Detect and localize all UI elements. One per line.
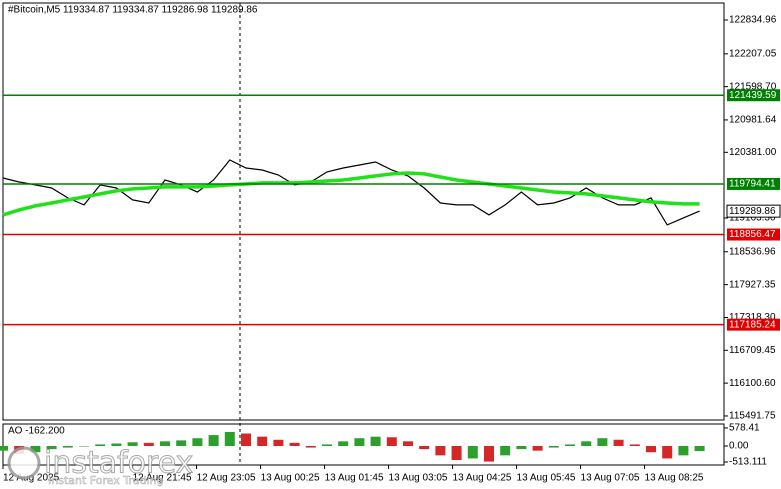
x-tick-label: 13 Aug 00:25	[261, 473, 320, 484]
level-box	[727, 89, 780, 102]
y-tick-label: 121598.70	[729, 81, 777, 92]
ao-bar	[289, 442, 300, 446]
ao-bar	[370, 436, 381, 446]
ao-bar	[354, 438, 365, 446]
main-frame	[2, 2, 725, 421]
ao-bar	[581, 441, 592, 446]
ao-bar	[62, 445, 73, 448]
ao-bar	[208, 435, 219, 446]
x-tick-label: 13 Aug 08:25	[645, 473, 704, 484]
x-tick-label: 13 Aug 04:25	[453, 473, 512, 484]
ao-bar	[79, 445, 89, 447]
ao-label: AO -162.200	[8, 426, 65, 437]
ao-bar	[257, 436, 268, 446]
ao-bar	[597, 438, 608, 446]
ao-bar	[273, 439, 284, 446]
last-price-label: 119289.86	[729, 206, 776, 217]
level-box	[727, 177, 780, 190]
y-tick-label: 117927.35	[729, 279, 776, 290]
ao-bar	[224, 431, 235, 446]
ao-frame	[2, 423, 725, 466]
ao-bar	[46, 445, 57, 450]
ao-bar	[500, 445, 511, 456]
ao-bar	[613, 439, 624, 446]
ao-bar	[694, 445, 705, 452]
ao-bar	[176, 440, 187, 446]
ao-bar	[192, 438, 203, 446]
ao-bar	[435, 445, 446, 456]
level-label: 121439.59	[729, 90, 777, 101]
moving-average	[2, 171, 700, 217]
ao-tick-label: -513.111	[729, 457, 767, 468]
y-tick-label: 120381.00	[729, 147, 777, 158]
ao-bar	[419, 445, 430, 450]
ao-bar	[403, 441, 413, 446]
ao-bar	[305, 445, 316, 448]
level-label: 117185.24	[729, 319, 776, 330]
ao-bar	[127, 442, 138, 446]
y-tick-label: 117318.30	[729, 312, 776, 323]
x-tick-label: 12 Aug 23:05	[197, 473, 256, 484]
y-tick-label: 120981.64	[729, 115, 777, 126]
y-tick-label: 118536.96	[729, 246, 776, 257]
ao-bar	[565, 444, 575, 446]
x-tick-label: 13 Aug 01:45	[325, 473, 384, 484]
watermark: instaforex Instant Forex Trading	[7, 445, 194, 487]
ao-bar	[0, 445, 8, 451]
x-tick-label: 13 Aug 07:05	[581, 473, 640, 484]
ao-bar	[467, 445, 478, 459]
ao-bar	[143, 442, 154, 446]
watermark-slogan: Instant Forex Trading	[48, 474, 164, 487]
x-tick-label: 12 Aug 21:45	[133, 473, 192, 484]
ao-bar	[386, 437, 397, 446]
x-tick-label: 12 Aug 2025	[3, 473, 60, 484]
ao-bar	[484, 445, 494, 462]
level-label: 118856.47	[729, 229, 776, 240]
watermark-brand: instaforex	[44, 446, 193, 481]
y-tick-label: 122207.05	[729, 48, 777, 59]
ao-bar	[646, 445, 656, 453]
y-tick-label: 122834.96	[729, 15, 777, 26]
ao-bar	[629, 444, 640, 446]
header: #Bitcoin,M5 119334.87 119334.87 119286.9…	[8, 5, 258, 16]
ao-bar	[662, 445, 673, 459]
last-price-box	[726, 204, 781, 218]
y-tick-label: 116709.45	[729, 345, 776, 356]
ao-bar	[30, 445, 41, 453]
ao-bar	[241, 433, 251, 446]
level-box	[727, 228, 780, 241]
level-box	[727, 318, 780, 331]
ao-bar	[451, 445, 462, 461]
watermark-logo	[7, 446, 41, 480]
ao-bar	[160, 441, 170, 446]
ao-bar	[338, 441, 349, 446]
ao-tick-label: 0.00	[729, 441, 749, 452]
level-label: 119794.41	[729, 179, 776, 190]
ao-bar	[678, 445, 689, 456]
ao-bar	[516, 445, 527, 450]
ao-bar	[548, 445, 559, 448]
y-tick-label: 115491.75	[729, 411, 776, 422]
ao-bar	[111, 443, 122, 446]
ao-bar	[322, 444, 332, 446]
x-tick-label: 13 Aug 03:05	[389, 473, 448, 484]
ao-bar	[532, 445, 543, 451]
y-tick-label: 119163.30	[729, 213, 776, 224]
x-tick-label: 13 Aug 05:45	[517, 473, 576, 484]
y-tick-label: 116100.60	[729, 378, 776, 389]
ao-tick-label: 578.41	[729, 423, 760, 434]
ao-bar	[95, 444, 106, 446]
